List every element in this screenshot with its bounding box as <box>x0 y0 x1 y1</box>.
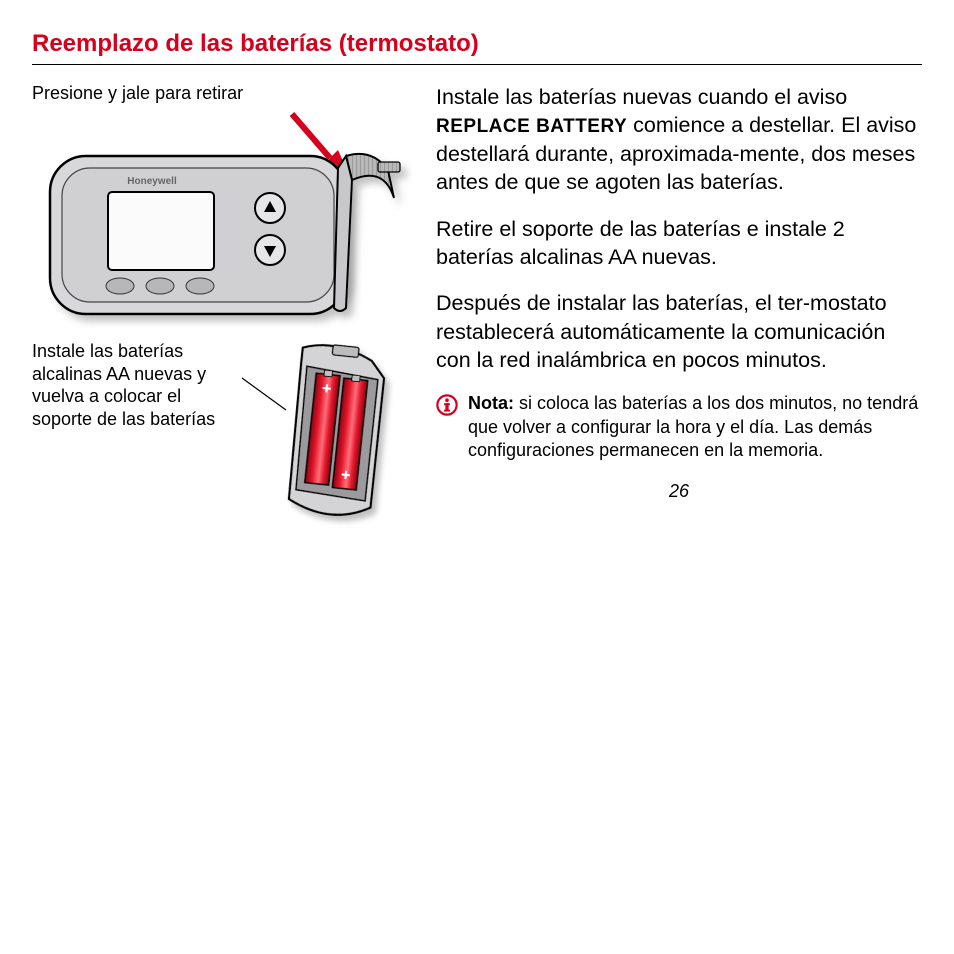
paragraph-2: Retire el soporte de las baterías e inst… <box>436 215 922 272</box>
svg-text:Honeywell: Honeywell <box>127 176 177 187</box>
note-label: Nota: <box>468 393 514 413</box>
paragraph-3: Después de instalar las baterías, el ter… <box>436 289 922 374</box>
paragraph-1: Instale las baterías nuevas cuando el av… <box>436 83 922 197</box>
left-column: Presione y jale para retirar <box>32 83 412 530</box>
note-body: si coloca las baterías a los dos minutos… <box>468 393 918 460</box>
caption-install: Instale las baterías alcalinas AA nuevas… <box>32 340 232 430</box>
replace-battery-label: REPLACE BATTERY <box>436 116 627 137</box>
p1-before: Instale las baterías nuevas cuando el av… <box>436 85 847 109</box>
battery-holder-figure <box>240 340 400 530</box>
page-heading: Reemplazo de las baterías (termostato) <box>32 30 922 65</box>
thermostat-figure: Honeywell <box>32 108 412 328</box>
right-column: Instale las baterías nuevas cuando el av… <box>436 83 922 530</box>
note-block: Nota: si coloca las baterías a los dos m… <box>436 392 922 462</box>
note-text: Nota: si coloca las baterías a los dos m… <box>468 392 922 462</box>
info-icon <box>436 394 458 416</box>
caption-remove: Presione y jale para retirar <box>32 83 412 104</box>
page-number: 26 <box>436 481 922 502</box>
